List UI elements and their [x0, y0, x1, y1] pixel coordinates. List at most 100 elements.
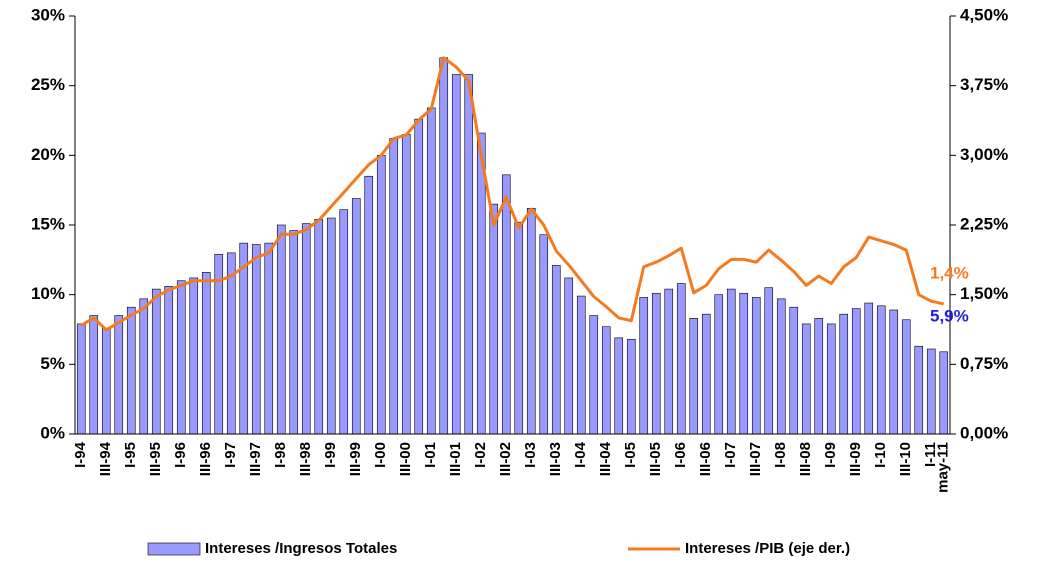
bar [301, 223, 311, 435]
y-tick-label: 30% [31, 5, 65, 24]
x-tick-label: I-01 [422, 442, 439, 468]
y2-tick-label: 4,50% [960, 5, 1008, 24]
bar [826, 323, 836, 435]
x-tick-label: III-98 [297, 442, 314, 476]
bar [601, 326, 611, 435]
bar [189, 277, 199, 435]
x-tick-label: III-99 [347, 442, 364, 476]
bar [251, 244, 261, 435]
y-tick-label: 15% [31, 214, 65, 233]
x-tick-label: III-08 [797, 442, 814, 476]
legend-swatch [147, 542, 201, 556]
legend-label: Intereses /Ingresos Totales [205, 540, 397, 557]
bar [226, 252, 236, 435]
bar [401, 134, 411, 435]
x-tick-label: I-04 [572, 441, 589, 468]
bar [939, 351, 949, 435]
line [80, 56, 945, 332]
bar [564, 277, 574, 435]
bar [614, 337, 624, 435]
x-tick-label: I-10 [872, 442, 889, 468]
bar [664, 288, 674, 435]
bar [114, 315, 124, 435]
bar [76, 323, 86, 435]
bar [814, 318, 824, 435]
bar [339, 209, 349, 435]
bar [514, 221, 524, 435]
bar [89, 315, 99, 435]
x-tick-label: I-02 [472, 442, 489, 468]
x-tick-label: III-00 [397, 442, 414, 476]
bar [164, 286, 174, 435]
y-tick-label: 20% [31, 145, 65, 164]
x-tick-label: III-01 [447, 442, 464, 476]
x-tick-label: I-97 [222, 442, 239, 468]
x-tick-label: I-00 [372, 442, 389, 468]
bar [364, 175, 374, 435]
x-tick-label: I-98 [272, 442, 289, 468]
x-tick-label: I-09 [822, 442, 839, 468]
bar [126, 306, 136, 435]
x-tick-label: III-03 [547, 442, 564, 476]
bar [639, 297, 649, 435]
bar [739, 292, 749, 435]
y-tick-label: 10% [31, 284, 65, 303]
bar [626, 338, 636, 435]
data-label: 1,4% [930, 263, 969, 282]
x-tick-label: III-06 [697, 442, 714, 476]
bar [789, 306, 799, 435]
bar [576, 295, 586, 435]
bar [726, 288, 736, 435]
x-tick-label: III-97 [247, 442, 264, 476]
y2-tick-label: 3,75% [960, 75, 1008, 94]
bar [426, 107, 436, 435]
data-label: 5,9% [930, 306, 969, 325]
bar [414, 118, 424, 435]
bar [451, 74, 461, 435]
bar [389, 138, 399, 435]
bar [351, 198, 361, 435]
bar [101, 327, 111, 435]
bar [376, 155, 386, 435]
x-tick-label: I-03 [522, 442, 539, 468]
bar [776, 298, 786, 435]
bar [901, 319, 911, 435]
bar [914, 345, 924, 435]
x-tick-label: I-06 [672, 442, 689, 468]
x-tick-label: III-94 [97, 441, 114, 476]
bar [176, 280, 186, 435]
y2-tick-label: 1,50% [960, 284, 1008, 303]
x-tick-label: III-96 [197, 442, 214, 476]
y-tick-label: 5% [40, 354, 65, 373]
x-tick-label: III-04 [597, 441, 614, 476]
bar [876, 305, 886, 435]
bar [926, 348, 936, 435]
bar [801, 323, 811, 435]
bar [589, 315, 599, 435]
bar [701, 313, 711, 435]
x-tick-label: I-96 [172, 442, 189, 468]
x-tick-label: I-08 [772, 442, 789, 468]
x-tick-label: III-05 [647, 442, 664, 476]
x-tick-label: III-10 [897, 442, 914, 476]
bar [151, 288, 161, 435]
bar [489, 203, 499, 435]
bar [314, 219, 324, 435]
bar [676, 283, 686, 435]
x-tick-label: I-07 [722, 442, 739, 468]
bar [526, 207, 536, 435]
x-tick-label: I-99 [322, 442, 339, 468]
bar [239, 242, 249, 435]
y2-tick-label: 0,75% [960, 354, 1008, 373]
x-tick-label: III-07 [747, 442, 764, 476]
bar [326, 217, 336, 435]
x-tick-label: I-94 [72, 441, 89, 468]
x-tick-label: I-95 [122, 442, 139, 468]
bar [139, 298, 149, 435]
y2-tick-label: 3,00% [960, 145, 1008, 164]
x-tick-label: I-05 [622, 442, 639, 468]
bar [551, 265, 561, 435]
bar [276, 224, 286, 435]
